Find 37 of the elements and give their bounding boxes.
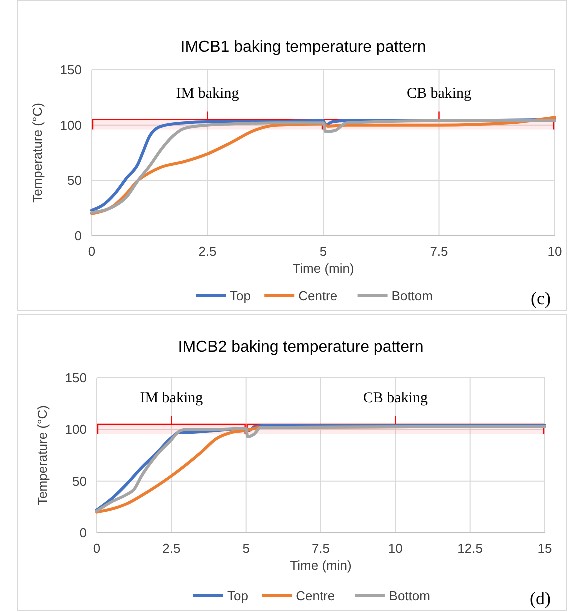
x-tick-label: 12.5 [458, 541, 483, 556]
legend-label: Bottom [392, 288, 433, 304]
x-tick-label: 7.5 [430, 244, 448, 259]
legend-label: Bottom [389, 588, 430, 604]
legend-label: Top [230, 288, 251, 304]
x-axis-title: Time (min) [290, 558, 352, 573]
x-tick-label: 10 [548, 244, 562, 259]
chart-title: IMCB2 baking temperature pattern [178, 339, 424, 356]
text: (c) [531, 288, 551, 308]
legend-label: Top [228, 588, 248, 604]
y-tick-label: 100 [65, 422, 87, 438]
x-tick-label: 15 [538, 541, 552, 556]
y-axis-title: Temperature (°C) [30, 103, 45, 203]
x-tick-label: 10 [388, 541, 403, 556]
x-tick-label: 0 [93, 541, 101, 556]
chart-title: IMCB1 baking temperature pattern [180, 39, 426, 56]
band-label: IM baking [176, 86, 240, 102]
x-tick-label: 5 [320, 244, 328, 259]
band-label: IM baking [140, 390, 204, 406]
text: (d) [530, 588, 551, 608]
legend-label: Centre [298, 288, 338, 304]
y-tick-label: 0 [74, 228, 82, 244]
x-tick-label: 5 [242, 541, 250, 556]
y-tick-label: 50 [68, 173, 82, 188]
x-tick-label: 2.5 [162, 541, 181, 556]
y-tick-label: 0 [80, 526, 87, 541]
x-axis-title: Time (min) [292, 261, 354, 276]
y-tick-label: 150 [65, 370, 87, 386]
y-tick-label: 150 [60, 62, 82, 78]
legend-label: Centre [296, 588, 336, 604]
band-label: CB baking [363, 390, 428, 406]
band-label: CB baking [406, 86, 472, 102]
y-axis-title: Temperature (°C) [35, 406, 50, 506]
x-tick-label: 7.5 [312, 541, 330, 556]
y-tick-label: 50 [72, 474, 87, 489]
x-tick-label: 2.5 [198, 244, 217, 259]
y-tick-label: 100 [60, 118, 82, 133]
